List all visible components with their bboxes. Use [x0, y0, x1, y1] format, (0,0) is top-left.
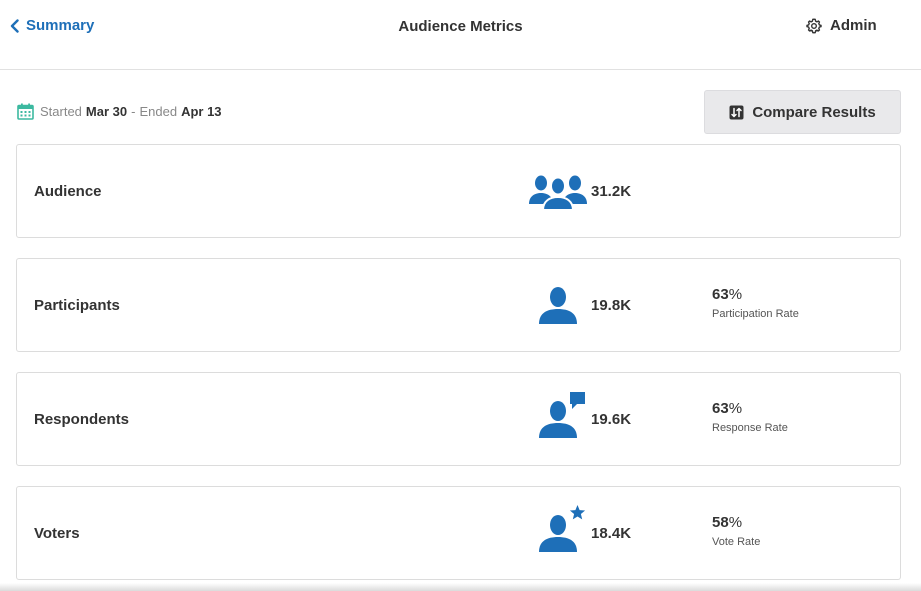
rate-block: 63% Participation Rate — [712, 286, 799, 320]
metric-label: Voters — [34, 524, 80, 542]
rate-label: Participation Rate — [712, 308, 799, 320]
rate-symbol: % — [728, 400, 743, 417]
back-label: Summary — [26, 17, 95, 34]
scroll-shadow — [0, 583, 921, 591]
rate-symbol: % — [728, 286, 743, 303]
group-icon — [529, 175, 587, 211]
rate-label: Response Rate — [712, 422, 788, 434]
ended-label: Ended — [139, 104, 178, 119]
compare-results-label: Compare Results — [752, 103, 876, 121]
start-date: Mar 30 — [85, 104, 128, 119]
rate-block: 63% Response Rate — [712, 400, 788, 434]
back-to-summary-link[interactable]: Summary — [10, 17, 94, 34]
metric-value: 19.8K — [591, 296, 632, 314]
metric-value: 19.6K — [591, 410, 632, 428]
admin-menu[interactable]: Admin — [806, 17, 877, 34]
gear-icon — [806, 17, 822, 34]
compare-results-button[interactable]: Compare Results — [704, 90, 901, 134]
metric-card-respondents: Respondents 19.6K 63% Response Rate — [16, 372, 901, 466]
top-bar: Summary Audience Metrics Admin — [0, 0, 921, 70]
page-title: Audience Metrics — [398, 18, 523, 35]
date-separator: - — [131, 104, 136, 119]
person-star-icon — [539, 505, 586, 552]
rate-value: 63 — [712, 400, 729, 417]
metric-card-voters: Voters 18.4K 58% Vote Rate — [16, 486, 901, 580]
started-label: Started — [40, 104, 82, 119]
rate-value: 58 — [712, 514, 729, 531]
end-date: Apr 13 — [181, 104, 222, 119]
rate-symbol: % — [728, 514, 743, 531]
metric-label: Participants — [34, 296, 120, 314]
person-icon — [539, 287, 577, 324]
metric-label: Audience — [34, 182, 102, 200]
chevron-left-icon — [10, 18, 19, 33]
metric-value: 31.2K — [591, 182, 632, 200]
admin-label: Admin — [830, 17, 877, 34]
metric-card-audience: Audience 31.2K — [16, 144, 901, 238]
compare-icon — [729, 105, 744, 119]
person-comment-icon — [539, 392, 585, 438]
metric-value: 18.4K — [591, 524, 632, 542]
metric-card-participants: Participants 19.8K 63% Participation Rat… — [16, 258, 901, 352]
metric-label: Respondents — [34, 410, 130, 428]
rate-block: 58% Vote Rate — [712, 514, 760, 548]
calendar-icon — [17, 103, 34, 120]
rate-label: Vote Rate — [712, 536, 761, 548]
date-range: Started Mar 30 - Ended Apr 13 — [17, 103, 222, 120]
rate-value: 63 — [712, 286, 729, 303]
